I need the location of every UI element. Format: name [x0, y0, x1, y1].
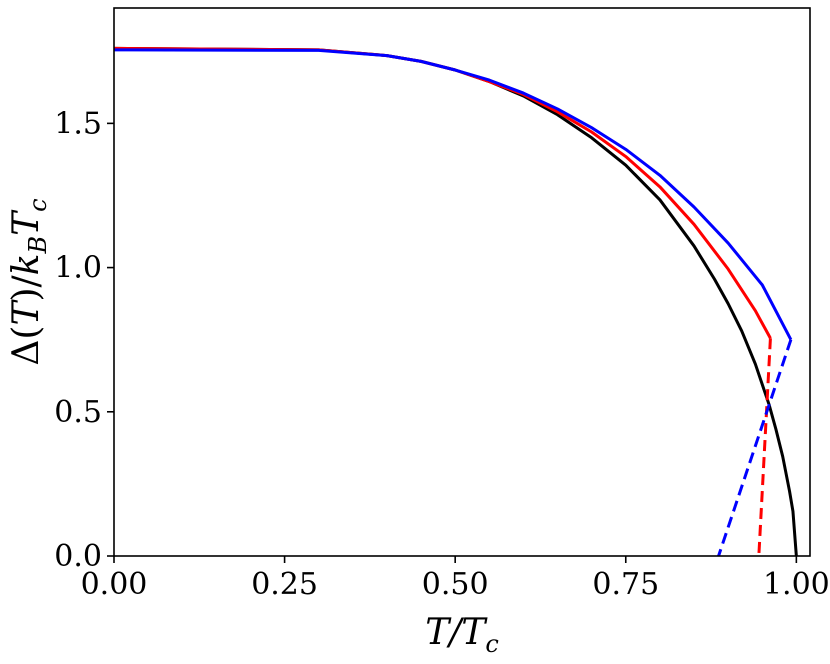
y-axis-label-part: Δ(	[6, 326, 47, 366]
plot-area	[114, 8, 810, 556]
y-axis-label-part: )/	[6, 274, 47, 301]
series-layer	[113, 46, 798, 557]
x-axis-label-sub: c	[485, 630, 498, 658]
x-tick-label: 0.00	[81, 567, 148, 602]
series-line-3	[113, 48, 793, 341]
x-tick-label: 0.75	[592, 567, 659, 602]
ticks-layer: 0.00 0.25 0.50 0.75 1.00 0.0 0.5 1.0 1.5	[54, 106, 829, 602]
y-axis-label-part: T	[6, 299, 47, 326]
y-tick-label: 0.5	[54, 395, 102, 430]
x-tick-label: 0.50	[422, 567, 489, 602]
y-tick-label: 0.0	[54, 539, 102, 574]
y-tick-label: 1.5	[54, 106, 102, 141]
x-tick-label: 0.25	[251, 567, 318, 602]
x-tick-label: 1.00	[763, 567, 830, 602]
y-tick-label: 1.0	[54, 251, 102, 286]
plot-frame	[113, 7, 811, 557]
series-line-4	[717, 339, 793, 557]
y-axis-label-part: k	[6, 254, 47, 276]
series-line-2	[757, 338, 772, 557]
y-axis-label-part: T	[6, 209, 47, 236]
x-axis-label-part: /T	[446, 612, 488, 653]
y-axis-label: Δ(T)/kBTc	[6, 198, 52, 365]
y-axis-label-sub: B	[24, 236, 52, 255]
y-axis-label-sub: c	[24, 198, 52, 211]
x-axis-label-part: T	[425, 612, 452, 653]
x-axis-label: T/Tc	[425, 612, 499, 658]
